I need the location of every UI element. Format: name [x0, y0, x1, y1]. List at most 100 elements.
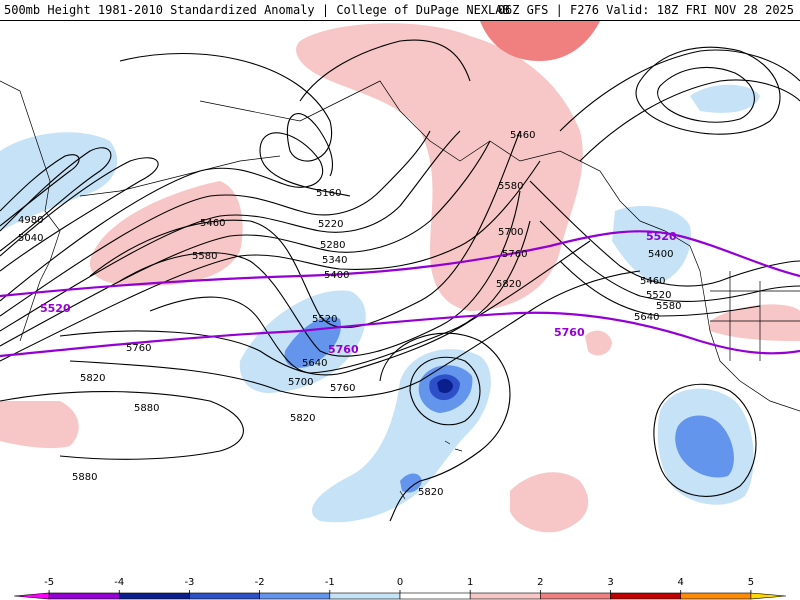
label-5820-trough: 5820 — [290, 413, 315, 424]
coast-bc — [639, 220, 800, 412]
colorbar-segment — [329, 592, 401, 600]
contour-5820 — [69, 270, 641, 399]
colorbar-tick-label: 2 — [537, 577, 543, 588]
label-5460-west: 5460 — [200, 218, 225, 229]
label-5340: 5340 — [322, 255, 347, 266]
label-5580-east: 5580 — [656, 301, 681, 312]
contour-5580 — [119, 190, 521, 357]
label-5760-west: 5760 — [126, 343, 151, 354]
contour-5040 — [0, 147, 112, 252]
label-5760-trough: 5760 — [330, 383, 355, 394]
colorbar-tick-label: -1 — [325, 577, 335, 588]
label-5640-trough: 5640 — [302, 358, 327, 369]
map-header: 500mb Height 1981-2010 Standardized Anom… — [0, 0, 800, 21]
colorbar-segment — [750, 592, 787, 600]
colorbar-tick-label: -3 — [184, 577, 194, 588]
colorbar-tick-label: -5 — [44, 577, 54, 588]
highlight-label-group: 5520 5520 5760 5760 — [40, 230, 677, 356]
label-5700-center: 5700 — [498, 227, 523, 238]
colorbar-segment — [680, 592, 752, 600]
contour-5160-main — [0, 132, 351, 302]
neg-anomaly-east-low-core — [675, 415, 734, 478]
colorbar-segment — [189, 592, 260, 600]
colorbar-tick-label: 0 — [397, 577, 403, 588]
label-5580-center: 5580 — [498, 181, 523, 192]
colorbar-tick-label: 3 — [607, 577, 613, 588]
label-5520-east: 5520 — [646, 290, 671, 301]
label-5880-west: 5880 — [134, 403, 159, 414]
contour-5400 — [0, 160, 541, 362]
contour-north-center — [299, 39, 471, 102]
contour-5220 — [0, 130, 431, 317]
contour-north-east-2 — [579, 79, 800, 162]
anomaly-colorbar: -5 -4 -3 -2 -1 0 1 2 3 4 5 — [13, 577, 787, 600]
contour-5700 — [149, 220, 531, 374]
contour-east-trough-2 — [539, 220, 800, 302]
label-5640-east: 5640 — [634, 312, 659, 323]
state-borders — [710, 271, 800, 361]
height-contours — [0, 39, 800, 522]
product-title: 500mb Height 1981-2010 Standardized Anom… — [4, 3, 510, 17]
contour-north-east-1 — [559, 49, 800, 132]
contour-northeast-low-2 — [657, 66, 755, 123]
contour-northeast-low — [635, 46, 781, 135]
contour-4980 — [0, 154, 80, 227]
contour-5760-highlight — [0, 311, 800, 358]
neg-anomaly-northeast — [690, 84, 760, 113]
highlight-contours — [0, 230, 800, 358]
contour-east-low — [653, 383, 757, 497]
label-5520-purple-west: 5520 — [40, 302, 71, 315]
label-5220: 5220 — [318, 219, 343, 230]
neg-anomaly-hawaii-4 — [437, 379, 453, 394]
contour-hawaii-low-2 — [379, 332, 511, 522]
colorbar-tick-label: 5 — [748, 577, 754, 588]
label-5460-north: 5460 — [510, 130, 535, 141]
label-5760-purple-center: 5760 — [328, 343, 359, 356]
colorbar-tick-label: 4 — [678, 577, 684, 588]
contour-5160 — [119, 52, 334, 177]
pos-anomaly-east-coast — [710, 304, 800, 341]
label-5820-hawaii: 5820 — [418, 487, 443, 498]
pos-anomaly-south — [510, 472, 589, 533]
pos-anomaly-small — [585, 330, 612, 356]
label-5040: 5040 — [18, 233, 43, 244]
colorbar-segment — [469, 592, 541, 600]
model-valid-time: 06Z GFS | F276 Valid: 18Z FRI NOV 28 202… — [497, 3, 794, 17]
colorbar-segment — [13, 592, 50, 600]
coastlines — [0, 80, 800, 500]
colorbar-segment — [540, 592, 611, 600]
colorbar-segments — [13, 592, 787, 600]
contour-5760 — [59, 240, 591, 376]
pos-anomaly-north-pacific — [296, 23, 583, 312]
contour-east-trough-3 — [559, 260, 761, 317]
coast-hawaii — [399, 440, 463, 500]
colorbar-segment — [399, 592, 471, 600]
contour-5520-highlight — [0, 230, 800, 298]
colorbar-segment — [118, 592, 190, 600]
coast-alaska — [199, 80, 641, 222]
colorbar-segment — [48, 592, 120, 600]
label-5580-west: 5580 — [192, 251, 217, 262]
neg-anomaly-gulf-alaska — [612, 206, 691, 283]
label-5460-east: 5460 — [640, 276, 665, 287]
pos-anomaly-southwest — [0, 401, 79, 449]
label-5760-purple-east: 5760 — [554, 326, 585, 339]
pos-anomaly-north-core — [480, 21, 600, 61]
label-5700-trough: 5700 — [288, 377, 313, 388]
label-5820-west: 5820 — [80, 373, 105, 384]
contour-hawaii-low — [409, 356, 481, 426]
anomaly-map: 5460 5580 5700 5760 5820 5160 5220 5280 … — [0, 21, 800, 573]
colorbar-segment — [610, 592, 682, 600]
contour-5460 — [89, 130, 521, 329]
label-5760-center: 5760 — [502, 249, 527, 260]
anomaly-shading — [0, 21, 800, 533]
colorbar-segment — [259, 592, 331, 600]
label-5400-east: 5400 — [648, 249, 673, 260]
neg-anomaly-hawaii-south — [400, 473, 422, 493]
contour-label-group: 5460 5580 5700 5760 5820 5160 5220 5280 … — [18, 130, 681, 498]
neg-anomaly-northwest — [0, 132, 118, 231]
label-4980: 4980 — [18, 215, 43, 226]
label-5160: 5160 — [316, 188, 341, 199]
colorbar-tick-label: -2 — [255, 577, 265, 588]
label-5520-purple-east: 5520 — [646, 230, 677, 243]
